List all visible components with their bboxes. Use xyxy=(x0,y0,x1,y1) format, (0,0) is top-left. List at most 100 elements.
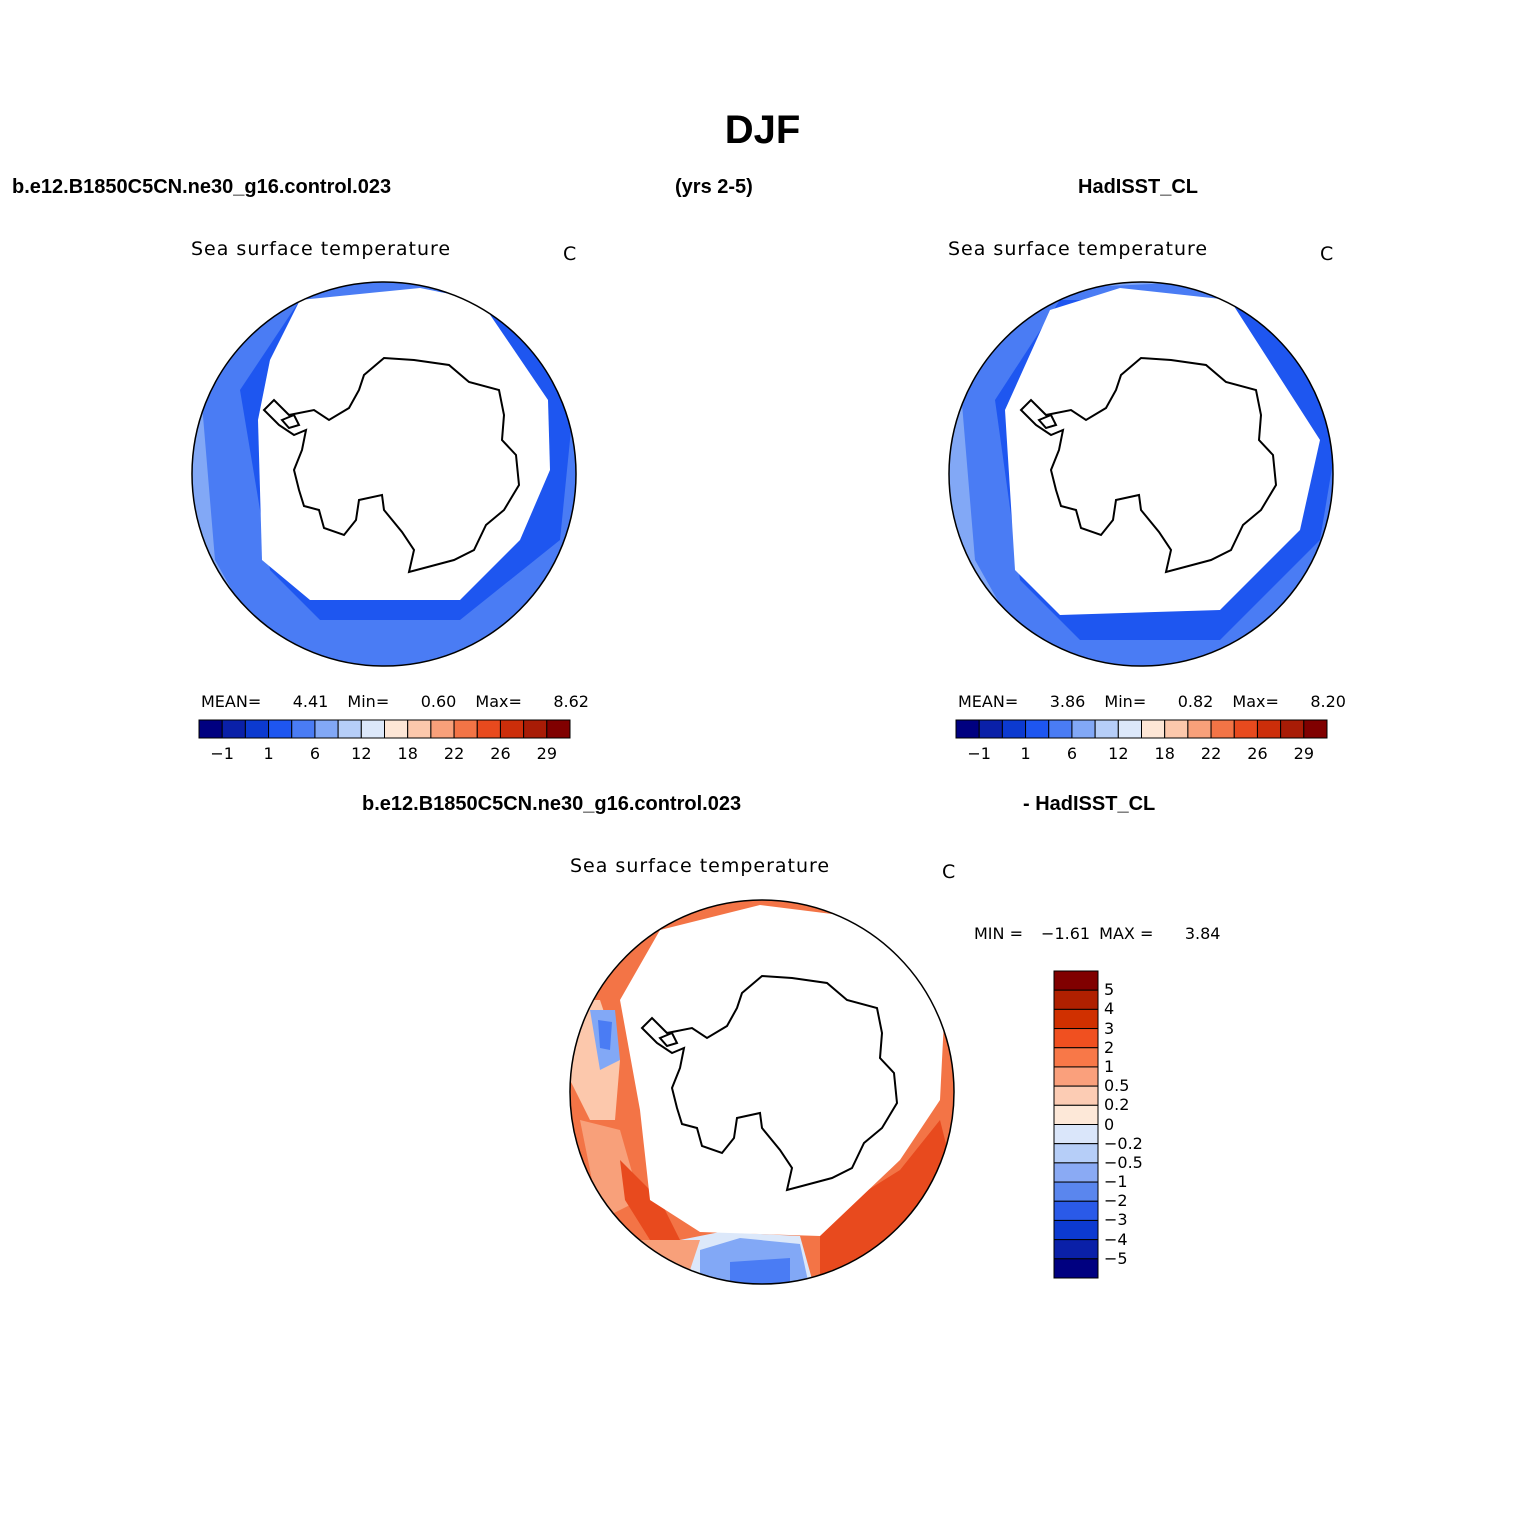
colorbar-swatch xyxy=(1164,719,1189,739)
colorbar-swatch xyxy=(1053,1085,1099,1106)
colorbar-swatch xyxy=(1094,719,1119,739)
colorbar-tick-label: 26 xyxy=(1247,744,1268,763)
colorbar-tick-label: 6 xyxy=(1066,744,1078,763)
panel-diff-stats: MIN = −1.61 MAX = 3.84 xyxy=(974,924,1220,943)
colorbar-tick-label: 29 xyxy=(536,744,557,763)
colorbar-tick-label: −1 xyxy=(210,744,234,763)
diff-colorbar xyxy=(1053,970,1099,1279)
colorbar-tick-label: 3 xyxy=(1104,1018,1115,1038)
colorbar-tick-label: 2 xyxy=(1104,1037,1115,1057)
colorbar-swatch xyxy=(244,719,270,739)
panel-diff-units: C xyxy=(942,861,956,883)
colorbar-swatch xyxy=(1071,719,1096,739)
diff-header-left: b.e12.B1850C5CN.ne30_g16.control.023 xyxy=(362,793,742,815)
colorbar-swatch xyxy=(1053,1047,1099,1068)
colorbar-swatch xyxy=(1187,719,1212,739)
colorbar-swatch xyxy=(1053,1258,1099,1279)
min-label: MIN = xyxy=(974,924,1023,943)
colorbar-swatch xyxy=(314,719,339,739)
panel-model-units: C xyxy=(563,243,577,265)
colorbar-swatch xyxy=(1141,719,1166,739)
panel-obs-title: Sea surface temperature xyxy=(948,238,1209,260)
colorbar-swatch xyxy=(1210,719,1235,739)
colorbar-tick-label: 1 xyxy=(1020,744,1031,763)
colorbar-tick-label: −0.5 xyxy=(1104,1152,1143,1172)
colorbar-tick-label: 22 xyxy=(443,744,465,763)
colorbar-swatch xyxy=(430,719,455,739)
colorbar-swatch xyxy=(1053,1239,1099,1260)
colorbar-swatch xyxy=(221,719,246,739)
min-value: 0.82 xyxy=(1177,692,1214,711)
header-left: b.e12.B1850C5CN.ne30_g16.control.023 xyxy=(12,176,392,198)
colorbar-swatch xyxy=(1053,1124,1099,1145)
colorbar-tick-label: 29 xyxy=(1293,744,1314,763)
colorbar-tick-label: 1 xyxy=(263,744,274,763)
colorbar-swatch xyxy=(1053,1104,1099,1125)
colorbar-swatch xyxy=(1233,719,1258,739)
sst-colorbar-model xyxy=(198,719,571,739)
max-label: MAX = xyxy=(1099,924,1154,943)
colorbar-swatch xyxy=(499,719,525,739)
colorbar-tick-label: 26 xyxy=(490,744,511,763)
colorbar-swatch xyxy=(978,719,1003,739)
colorbar-tick-label: 12 xyxy=(1108,744,1129,763)
figure-title: DJF xyxy=(724,108,801,152)
colorbar-tick-label: −1 xyxy=(967,744,991,763)
max-value: 3.84 xyxy=(1184,924,1221,943)
colorbar-swatch xyxy=(1053,1143,1099,1164)
colorbar-tick-label: 1 xyxy=(1104,1056,1115,1076)
colorbar-tick-label: −3 xyxy=(1104,1210,1128,1230)
colorbar-tick-label: 0 xyxy=(1104,1114,1115,1134)
colorbar-swatch xyxy=(1001,719,1027,739)
map-diff xyxy=(569,899,955,1285)
panel-diff-title: Sea surface temperature xyxy=(570,855,831,877)
colorbar-swatch xyxy=(1048,719,1073,739)
header-center: (yrs 2-5) xyxy=(675,176,753,198)
min-value: 0.60 xyxy=(420,692,457,711)
colorbar-swatch xyxy=(546,719,571,739)
colorbar-swatch xyxy=(1025,719,1050,739)
colorbar-swatch xyxy=(1053,1066,1099,1087)
panel-obs-units: C xyxy=(1320,243,1334,265)
panel-model-stats: MEAN= 4.41 Min= 0.60 Max= 8.62 xyxy=(201,692,589,711)
colorbar-swatch xyxy=(1280,719,1305,739)
colorbar-swatch xyxy=(1256,719,1282,739)
min-value: −1.61 xyxy=(1041,924,1091,943)
colorbar-swatch xyxy=(291,719,316,739)
max-label: Max= xyxy=(475,692,522,711)
min-label: Min= xyxy=(1104,692,1147,711)
colorbar-swatch xyxy=(1117,719,1142,739)
colorbar-swatch xyxy=(523,719,548,739)
map-model xyxy=(191,281,577,667)
max-value: 8.62 xyxy=(553,692,589,711)
panel-obs-stats: MEAN= 3.86 Min= 0.82 Max= 8.20 xyxy=(958,692,1346,711)
colorbar-tick-label: 5 xyxy=(1104,980,1115,1000)
colorbar-swatch xyxy=(1053,1219,1099,1241)
colorbar-tick-label: −1 xyxy=(1104,1172,1128,1192)
max-value: 8.20 xyxy=(1310,692,1346,711)
mean-label: MEAN= xyxy=(958,692,1019,711)
colorbar-swatch xyxy=(1053,1162,1099,1183)
colorbar-swatch xyxy=(955,719,980,739)
colorbar-swatch xyxy=(1053,970,1099,991)
colorbar-tick-label: 0.2 xyxy=(1104,1095,1130,1115)
colorbar-swatch xyxy=(360,719,385,739)
diff-header-right: - HadISST_CL xyxy=(1023,793,1156,815)
sst-colorbar-obs xyxy=(955,719,1328,739)
colorbar-tick-label: 4 xyxy=(1104,999,1115,1019)
colorbar-tick-label: 0.5 xyxy=(1104,1076,1130,1096)
colorbar-tick-label: 18 xyxy=(397,744,418,763)
colorbar-swatch xyxy=(453,719,478,739)
colorbar-tick-label: 12 xyxy=(351,744,372,763)
min-label: Min= xyxy=(347,692,390,711)
colorbar-tick-label: −5 xyxy=(1104,1248,1128,1268)
mean-label: MEAN= xyxy=(201,692,262,711)
colorbar-swatch xyxy=(198,719,223,739)
colorbar-tick-label: 6 xyxy=(309,744,321,763)
colorbar-swatch xyxy=(407,719,432,739)
max-label: Max= xyxy=(1232,692,1279,711)
colorbar-swatch xyxy=(1053,989,1099,1010)
colorbar-tick-label: −2 xyxy=(1104,1191,1128,1211)
mean-value: 4.41 xyxy=(292,692,329,711)
